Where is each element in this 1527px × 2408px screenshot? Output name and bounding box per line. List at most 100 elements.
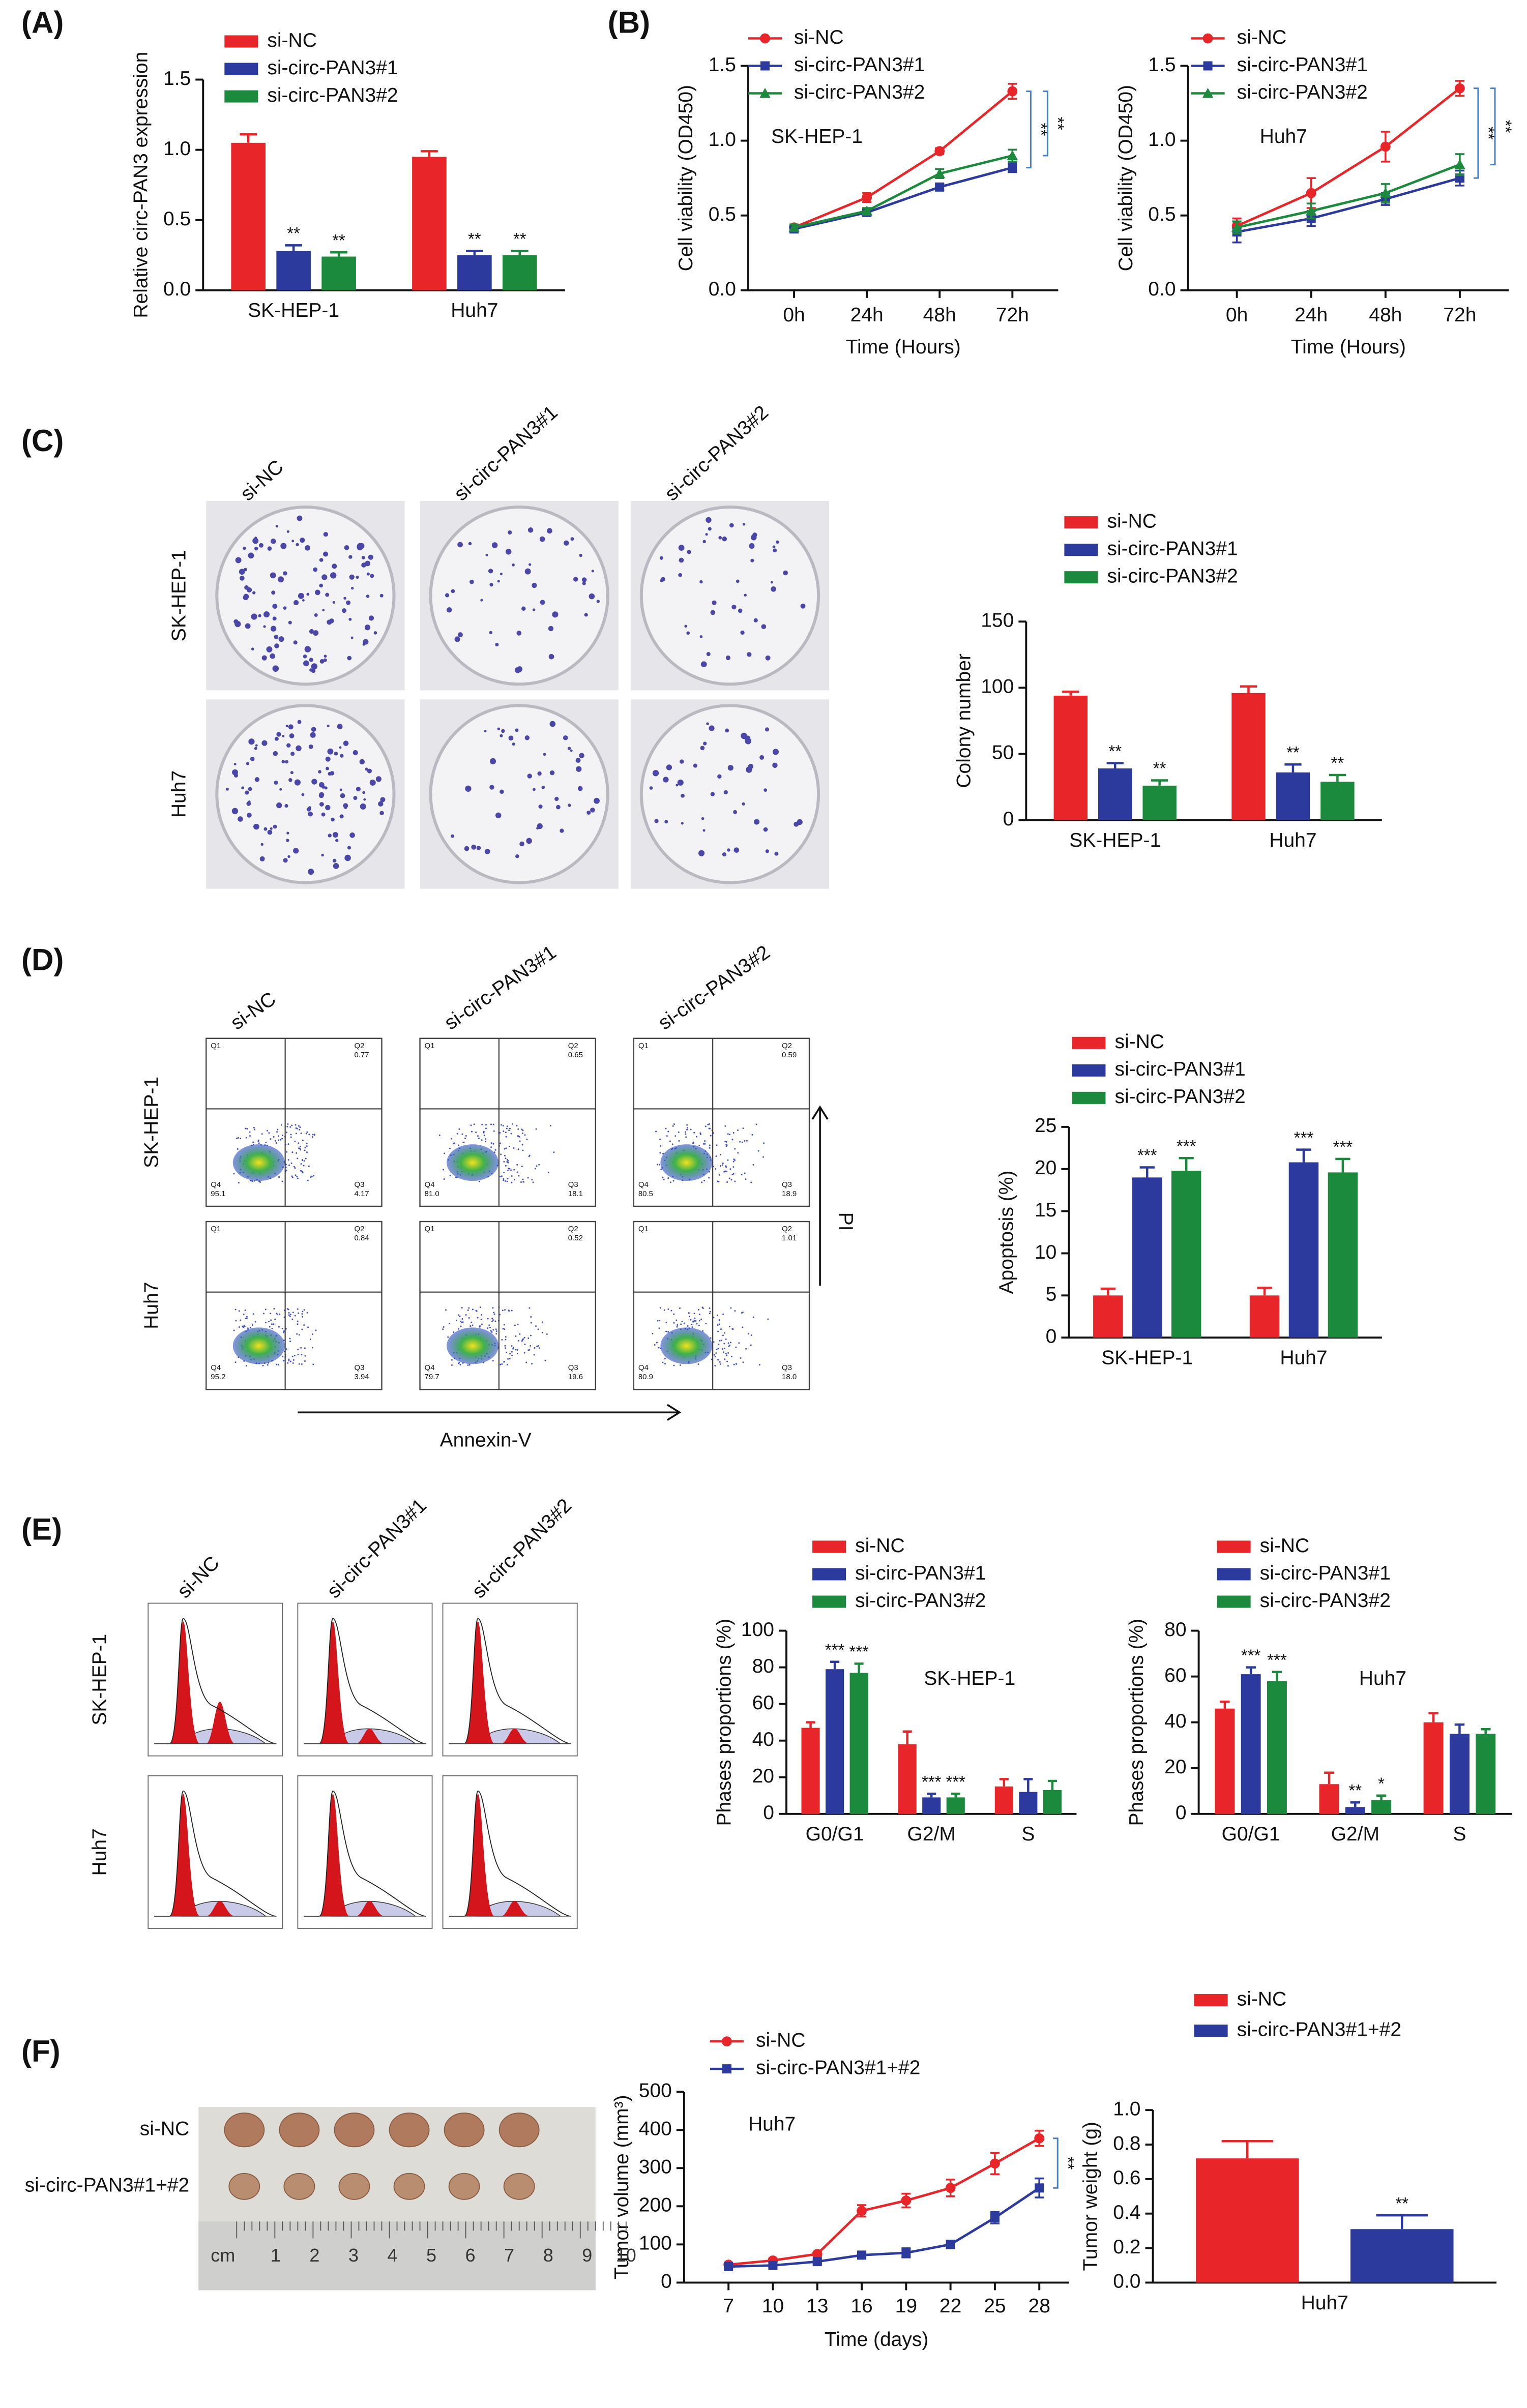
chart-label: SK-HEP-1 — [924, 1668, 1015, 1689]
event-dot — [725, 1338, 727, 1340]
bar — [1053, 695, 1088, 820]
ruler-label: 5 — [426, 2245, 436, 2266]
event-dot — [750, 1334, 752, 1336]
colony-dot — [698, 850, 705, 856]
colony-dot — [325, 756, 331, 762]
colony-dot — [738, 608, 743, 613]
legend-swatch — [224, 63, 258, 75]
event-dot — [301, 1354, 303, 1356]
event-dot — [306, 1143, 308, 1145]
event-dot — [667, 1331, 669, 1333]
tumor — [444, 2113, 485, 2148]
error-bar — [1329, 774, 1346, 782]
event-dot — [696, 1136, 698, 1138]
flow-plot — [633, 1221, 810, 1390]
colony-dot — [548, 653, 554, 660]
event-dot — [536, 1165, 538, 1167]
point — [934, 168, 946, 179]
legend-swatch — [1217, 1568, 1251, 1581]
event-dot — [704, 1140, 706, 1142]
event-dot — [716, 1144, 718, 1146]
tumor — [498, 2113, 540, 2148]
event-dot — [503, 1361, 505, 1363]
event-dot — [294, 1167, 296, 1169]
event-dot — [539, 1347, 541, 1349]
colony-dot — [495, 812, 502, 819]
event-dot — [755, 1123, 757, 1125]
colony-dot — [703, 741, 707, 746]
colony-dot — [519, 841, 524, 847]
colony-dot — [306, 807, 311, 812]
event-dot — [678, 1140, 680, 1142]
colony-dot — [252, 538, 259, 544]
event-dot — [503, 1179, 505, 1181]
colony-dot — [564, 540, 569, 546]
x-tick-label: 72h — [1443, 304, 1476, 326]
event-dot — [481, 1123, 483, 1125]
legend-swatch — [1072, 1064, 1106, 1077]
colony-dot — [285, 725, 288, 727]
event-dot — [297, 1177, 299, 1179]
colony-dot — [339, 788, 342, 791]
legend-label: si-circ-PAN3#2 — [267, 84, 398, 106]
tumor — [448, 2173, 480, 2200]
point — [945, 2183, 956, 2193]
colony-dot — [508, 735, 514, 741]
colony-dot — [329, 618, 334, 623]
histogram-fit — [304, 1790, 426, 1917]
event-dot — [265, 1309, 267, 1311]
colony-dot — [532, 608, 536, 611]
error-bar — [999, 1778, 1009, 1787]
tumor — [503, 2173, 535, 2200]
x-tick-label: 24h — [850, 304, 884, 326]
colony-dot — [723, 790, 728, 795]
colony-dot — [681, 793, 685, 798]
error-bar — [1240, 685, 1257, 693]
event-dot — [301, 1328, 303, 1330]
histogram-fit — [449, 1790, 571, 1917]
event-dot — [521, 1339, 523, 1341]
colony-dot — [705, 533, 708, 536]
significance: ** — [1331, 754, 1344, 772]
event-dot — [303, 1160, 305, 1162]
colony-dot — [369, 779, 376, 786]
event-dot — [240, 1319, 242, 1321]
colony-dot — [678, 573, 683, 577]
event-dot — [734, 1148, 736, 1150]
quadrant-value: 81.0 — [425, 1190, 439, 1198]
event-dot — [283, 1331, 285, 1333]
x-tick-label: G2/M — [907, 1823, 956, 1845]
event-dot — [287, 1123, 289, 1125]
significance-bracket — [1473, 87, 1479, 179]
event-dot — [659, 1164, 661, 1166]
colony-dot — [252, 591, 256, 594]
colony-dot — [291, 540, 295, 543]
colony-dot — [270, 626, 277, 632]
event-dot — [494, 1320, 496, 1322]
colony-dot — [339, 814, 344, 819]
point — [857, 2250, 867, 2260]
event-dot — [492, 1319, 494, 1321]
legend-marker — [1203, 61, 1213, 71]
colony-dot — [343, 740, 349, 746]
event-dot — [438, 1134, 441, 1136]
event-dot — [306, 1145, 308, 1147]
event-dot — [467, 1364, 469, 1366]
legend-label: si-NC — [267, 29, 317, 51]
colony-dot — [260, 843, 263, 846]
ruler-label: 9 — [582, 2245, 592, 2266]
y-tick-label: 1.5 — [163, 68, 191, 90]
event-dot — [519, 1140, 521, 1142]
event-dot — [278, 1176, 280, 1178]
event-dot — [660, 1145, 662, 1147]
event-dot — [307, 1179, 309, 1181]
colony-dot — [747, 652, 752, 657]
row-label: SK-HEP-1 — [141, 1077, 163, 1168]
colony-dot — [297, 720, 302, 724]
event-dot — [299, 1126, 301, 1128]
event-dot — [298, 1363, 300, 1365]
event-dot — [495, 1333, 497, 1335]
event-dot — [524, 1134, 526, 1136]
colony-dot — [305, 545, 310, 551]
